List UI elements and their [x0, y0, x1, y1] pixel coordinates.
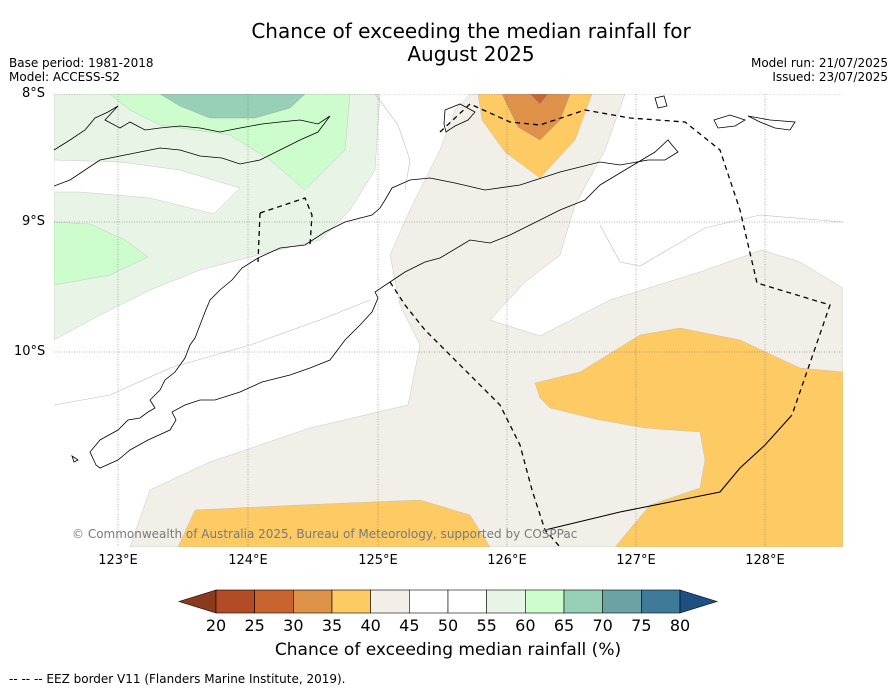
colorbar-tick-label: 20	[205, 616, 227, 635]
colorbar-tick-label: 80	[669, 616, 691, 635]
semau-coastline	[71, 455, 79, 463]
flores-alor-coastline	[54, 105, 331, 187]
colorbar-segment	[525, 589, 565, 614]
colorbar-tick-label: 25	[244, 616, 265, 635]
contour-fill-25-30-north	[529, 94, 549, 105]
colorbar-segment	[447, 589, 487, 614]
meta-left: Base period: 1981-2018 Model: ACCESS-S2	[9, 56, 154, 84]
meta-right: Model run: 21/07/2025 Issued: 23/07/2025	[751, 56, 888, 84]
contour-fill-40-45	[129, 94, 843, 547]
colorbar-segment	[641, 589, 681, 614]
model-name: Model: ACCESS-S2	[9, 70, 121, 84]
contour-fill-white-pocket	[54, 159, 241, 215]
contour-fill-65-70-west	[54, 221, 149, 286]
lon-label-124e: 124°E	[228, 553, 268, 568]
issued-date: Issued: 23/07/2025	[772, 70, 888, 84]
colorbar-tick-label: 70	[592, 616, 613, 635]
contour-fill-70-75	[159, 94, 306, 119]
lat-label-10s: 10°S	[14, 344, 46, 359]
contour-fill-35-40-southeast	[534, 327, 843, 547]
base-period: Base period: 1981-2018	[9, 56, 154, 70]
colorbar-segment	[293, 589, 333, 614]
colorbar-tick-label: 65	[553, 616, 575, 635]
colorbar-extension-high	[679, 589, 719, 614]
eez-border	[257, 103, 831, 547]
map-title: Chance of exceeding the median rainfall …	[0, 20, 896, 66]
eez-border-solid	[544, 414, 793, 531]
colorbar-tick-label: 30	[283, 616, 304, 635]
colorbar-tick-label: 60	[515, 616, 536, 635]
lon-label-126e: 126°E	[487, 553, 527, 568]
colorbar-segment	[331, 589, 371, 614]
map-area	[54, 94, 843, 547]
colorbar-segment	[370, 589, 410, 614]
lon-label-125e: 125°E	[358, 553, 398, 568]
small-island-east-3	[654, 95, 668, 109]
colorbar-segment	[215, 589, 255, 614]
small-island-east-2	[747, 115, 796, 131]
timor-coastline	[89, 139, 679, 469]
colorbar-tick-label: 45	[399, 616, 420, 635]
contour-fill-30-35-north	[501, 94, 571, 141]
colorbar-label: Chance of exceeding median rainfall (%)	[274, 640, 622, 660]
colorbar	[177, 589, 719, 614]
colorbar-tick-label: 35	[321, 616, 343, 635]
wetar-coastline	[443, 103, 476, 133]
gridlines	[54, 94, 843, 547]
lat-label-9s: 9°S	[22, 214, 46, 229]
colorbar-tick-label: 50	[437, 616, 459, 635]
colorbar-tick-label: 75	[631, 616, 652, 635]
copyright-notice: © Commonwealth of Australia 2025, Bureau…	[72, 527, 578, 541]
lon-label-123e: 123°E	[98, 553, 138, 568]
contour-fill-65-70-north	[109, 94, 351, 191]
colorbar-segment	[409, 589, 449, 614]
small-island-east-1	[713, 114, 746, 129]
colorbar-segment	[254, 589, 294, 614]
contour-line-a	[54, 299, 371, 406]
colorbar-tick-label: 55	[476, 616, 497, 635]
model-run: Model run: 21/07/2025	[750, 56, 888, 70]
footnote-eez: -- -- -- EEZ border V11 (Flanders Marine…	[9, 672, 346, 686]
colorbar-segment	[563, 589, 603, 614]
contour-line-c	[599, 214, 843, 267]
coastlines	[54, 95, 796, 469]
contour-line-b	[374, 94, 411, 191]
colorbar-segment	[486, 589, 526, 614]
lon-label-128e: 128°E	[745, 553, 785, 568]
title-line-2: August 2025	[407, 42, 535, 66]
colorbar-extension-low	[177, 589, 217, 614]
lon-label-127e: 127°E	[616, 553, 656, 568]
lat-label-8s: 8°S	[22, 86, 46, 101]
colorbar-segment	[602, 589, 642, 614]
contour-fill-35-40-southwest	[177, 499, 491, 547]
colorbar-tick-label: 40	[360, 616, 381, 635]
title-line-1: Chance of exceeding the median rainfall …	[251, 19, 691, 43]
